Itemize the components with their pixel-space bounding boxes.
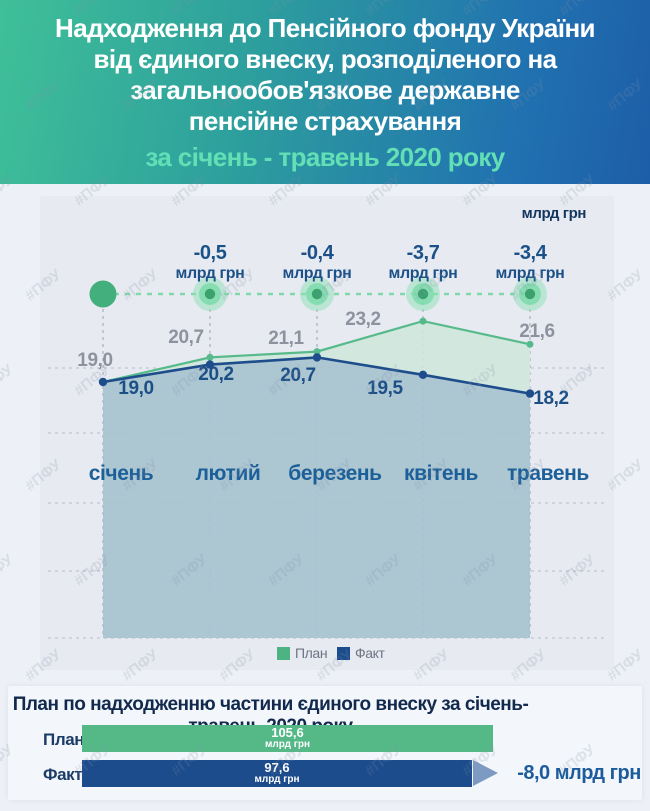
- summary-total-diff: -8,0 млрд грн: [517, 762, 641, 784]
- summary-fact-value: 97,6: [264, 760, 290, 776]
- diff-unit: млрд грн: [389, 265, 458, 282]
- month-label: лютий: [196, 462, 261, 485]
- summary-fact-label: Факт: [43, 765, 83, 784]
- page-title-line: від єдиного внеску, розподіленого на: [93, 44, 557, 74]
- legend-fact-label: Факт: [355, 645, 386, 661]
- fact-points: [98, 353, 535, 398]
- legend-plan-swatch: [277, 647, 290, 660]
- fact-value: 19,5: [367, 378, 403, 399]
- diff-value: -3,7: [407, 242, 440, 264]
- arrow-right-icon: [473, 760, 498, 786]
- diff-value: -3,4: [514, 242, 548, 264]
- summary-fact-bar: 97,6 млрд грн: [82, 760, 472, 787]
- diff-unit: млрд грн: [176, 265, 245, 282]
- fact-value: 19,0: [118, 378, 153, 399]
- page-title-line: Надходження до Пенсійного фонду України: [55, 13, 596, 43]
- diff-bubble-mar: [300, 277, 334, 311]
- summary-card: План по надходженню частини єдиного внес…: [8, 686, 642, 800]
- plan-value: 21,1: [268, 328, 304, 349]
- watermark-text: #ПФУ: [0, 361, 17, 400]
- chart-legend: План Факт: [277, 645, 386, 661]
- plan-value: 23,2: [345, 309, 380, 330]
- plan-value: 20,7: [168, 327, 203, 348]
- chart-card: млрд грн -0,5 млрд грн -0,4 млрд грн -3,…: [40, 196, 614, 670]
- plan-value: 19,0: [77, 350, 112, 371]
- fact-area-fill: [103, 357, 530, 638]
- month-label: квітень: [404, 462, 479, 485]
- diff-bubble-may: [513, 277, 547, 311]
- diff-unit: млрд грн: [496, 265, 565, 282]
- plan-points: [206, 317, 534, 361]
- fact-value: 18,2: [533, 388, 568, 409]
- diff-bubbles: [89, 277, 547, 311]
- diff-bubble-feb: [193, 277, 227, 311]
- diff-bubble-jan: [89, 280, 117, 308]
- fact-value: 20,7: [280, 365, 315, 386]
- axis-unit-label: млрд грн: [522, 205, 587, 222]
- legend-fact-swatch: [337, 647, 350, 660]
- legend-plan-label: План: [295, 645, 327, 661]
- month-label: травень: [507, 462, 589, 485]
- diff-labels: -0,5 млрд грн -0,4 млрд грн -3,7 млрд гр…: [176, 242, 565, 282]
- plan-value: 21,6: [519, 321, 554, 342]
- line-chart: млрд грн -0,5 млрд грн -0,4 млрд грн -3,…: [48, 205, 606, 661]
- diff-unit: млрд грн: [283, 265, 352, 282]
- diff-bubble-apr: [406, 277, 440, 311]
- fact-value: 20,2: [198, 364, 233, 385]
- header-banner: Надходження до Пенсійного фонду України …: [0, 0, 650, 184]
- summary-plan-label: План: [43, 730, 85, 749]
- summary-plan-unit: млрд грн: [264, 739, 311, 751]
- diff-value: -0,5: [194, 242, 227, 264]
- plan-value-labels: 19,0 20,7 21,1 23,2 21,6: [77, 309, 555, 371]
- month-label: січень: [89, 462, 154, 485]
- watermark-text: #ПФУ: [0, 551, 17, 590]
- page-subtitle: за січень - травень 2020 року: [145, 142, 505, 172]
- summary-fact-unit: млрд грн: [254, 774, 300, 786]
- fact-value-labels: 19,0 20,2 20,7 19,5 18,2: [118, 364, 569, 409]
- summary-plan-value: 105,6: [271, 725, 304, 741]
- page-title-line: пенсійне страхування: [188, 106, 462, 136]
- summary-plan-bar: 105,6 млрд грн: [82, 725, 493, 752]
- page-title-line: загальнообов'язкове державне: [130, 75, 520, 105]
- month-labels: січень лютий березень квітень травень: [89, 462, 590, 485]
- diff-value: -0,4: [301, 242, 335, 264]
- month-label: березень: [288, 462, 382, 485]
